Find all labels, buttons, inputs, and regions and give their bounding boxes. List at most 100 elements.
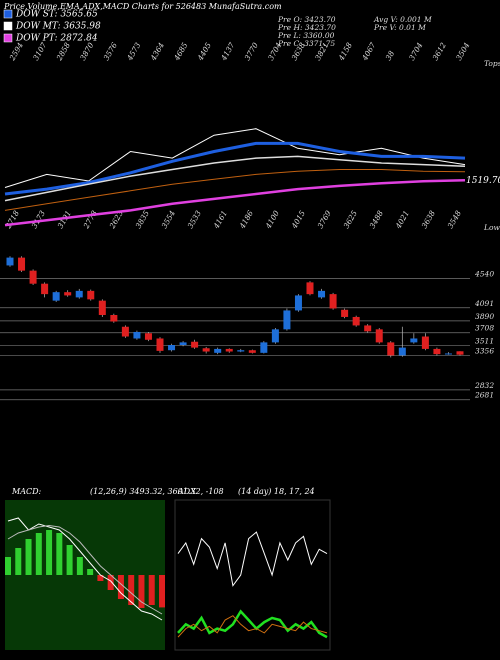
low-label: 3548	[446, 209, 463, 230]
ema-line	[4, 141, 466, 196]
top-label: 3770	[243, 41, 260, 62]
candle-body	[260, 342, 268, 353]
top-label: 3870	[78, 41, 95, 62]
info-text: Pre L: 3360.00	[277, 31, 335, 40]
macd-bar	[25, 539, 32, 575]
low-label: 3625	[342, 209, 359, 230]
candle-body	[75, 290, 83, 298]
candle-body	[248, 350, 256, 353]
macd-bar	[46, 530, 53, 575]
ema-line	[4, 179, 466, 227]
top-label: 2858	[54, 41, 72, 63]
top-label: 3612	[431, 41, 448, 62]
candle-body	[156, 338, 164, 351]
top-label: 2594	[7, 41, 25, 63]
low-label: 4100	[263, 209, 281, 231]
macd-bar	[5, 557, 11, 575]
info-text: Pre V: 0.01 M	[373, 23, 426, 32]
y-tick-label: 3890	[475, 312, 494, 321]
macd-bar	[107, 575, 114, 590]
macd-bar	[56, 533, 63, 575]
top-label: 38	[384, 49, 397, 62]
top-label: 4067	[360, 41, 378, 63]
top-label: 4573	[125, 41, 143, 63]
top-label: 3704	[407, 41, 424, 62]
candle-body	[329, 294, 337, 309]
macd-bar	[159, 575, 165, 608]
candle-body	[433, 348, 441, 355]
low-label: 3488	[368, 209, 385, 230]
top-label: 3107	[31, 41, 48, 62]
candle-body	[410, 338, 418, 343]
top-label: 4364	[148, 41, 166, 63]
macd-bar	[97, 575, 104, 581]
legend-swatch	[3, 9, 13, 19]
candle-body	[225, 348, 233, 352]
candle-body	[41, 283, 49, 295]
info-text: Pre H: 3423.70	[277, 23, 336, 32]
y-tick-label: 3511	[475, 337, 494, 346]
low-label: 4161	[211, 209, 229, 231]
candle-body	[294, 295, 302, 311]
legend-label: DOW ST: 3565.65	[15, 10, 98, 20]
candle-body	[283, 310, 291, 330]
y-tick-label: 3356	[475, 347, 494, 356]
legend-label: DOW PT: 2872.84	[15, 34, 98, 44]
adx-line	[177, 609, 328, 639]
adx-subtitle: (14 day) 18, 17, 24	[238, 487, 315, 496]
low-label: 2718	[3, 209, 21, 231]
top-label: 4405	[195, 41, 213, 63]
candle-body	[87, 290, 95, 300]
y-tick-label: 2832	[474, 381, 494, 390]
candle-body	[202, 348, 210, 352]
candle-body	[352, 316, 360, 326]
ema-line	[4, 155, 466, 202]
candle-body	[52, 292, 60, 301]
macd-line	[7, 524, 163, 615]
macd-panel	[5, 500, 165, 650]
lows-label: Lows	[483, 223, 500, 232]
low-label: 3638	[420, 209, 437, 230]
candle-body	[271, 329, 279, 343]
candle-body	[387, 342, 395, 356]
low-label: 4186	[237, 209, 255, 231]
low-label: 4021	[393, 209, 411, 231]
candle-body	[341, 309, 349, 317]
candle-body	[29, 270, 37, 284]
chart-title: Price,Volume,EMA,ADX,MACD Charts for 526…	[3, 2, 282, 11]
candle-body	[191, 341, 199, 348]
top-label: 4158	[336, 41, 354, 63]
adx-title: ADX	[177, 487, 196, 496]
candle-body	[133, 331, 141, 339]
ema-line	[4, 128, 466, 188]
info-text: Avg V: 0.001 M	[373, 15, 432, 24]
macd-subtitle: (12,26,9) 3493.32, 3601.32, -108	[90, 487, 224, 496]
macd-bar	[128, 575, 135, 605]
low-label: 4015	[289, 209, 307, 231]
top-label: 4685	[172, 41, 190, 63]
candle-body	[144, 333, 152, 340]
adx-line	[177, 531, 328, 587]
candle-body	[456, 351, 464, 355]
macd-bar	[76, 557, 83, 575]
candle-body	[64, 292, 72, 296]
ema-line	[4, 169, 466, 211]
low-label: 3533	[186, 209, 203, 230]
info-text: Pre C: 3371.75	[277, 39, 335, 48]
candle-body	[179, 342, 187, 345]
y-tick-label: 2681	[474, 391, 494, 400]
macd-bar	[148, 575, 155, 605]
candle-body	[98, 300, 106, 315]
candle-body	[18, 257, 26, 271]
candle-body	[168, 345, 176, 351]
info-text: Pre O: 3423.70	[277, 15, 336, 24]
macd-bar	[117, 575, 124, 599]
end-label: 1519.70	[466, 176, 500, 186]
candle-body	[121, 326, 129, 337]
candle-body	[318, 290, 326, 298]
candle-body	[398, 347, 406, 356]
candle-body	[214, 348, 222, 353]
legend-swatch	[3, 21, 13, 31]
macd-title: MACD:	[11, 487, 42, 496]
